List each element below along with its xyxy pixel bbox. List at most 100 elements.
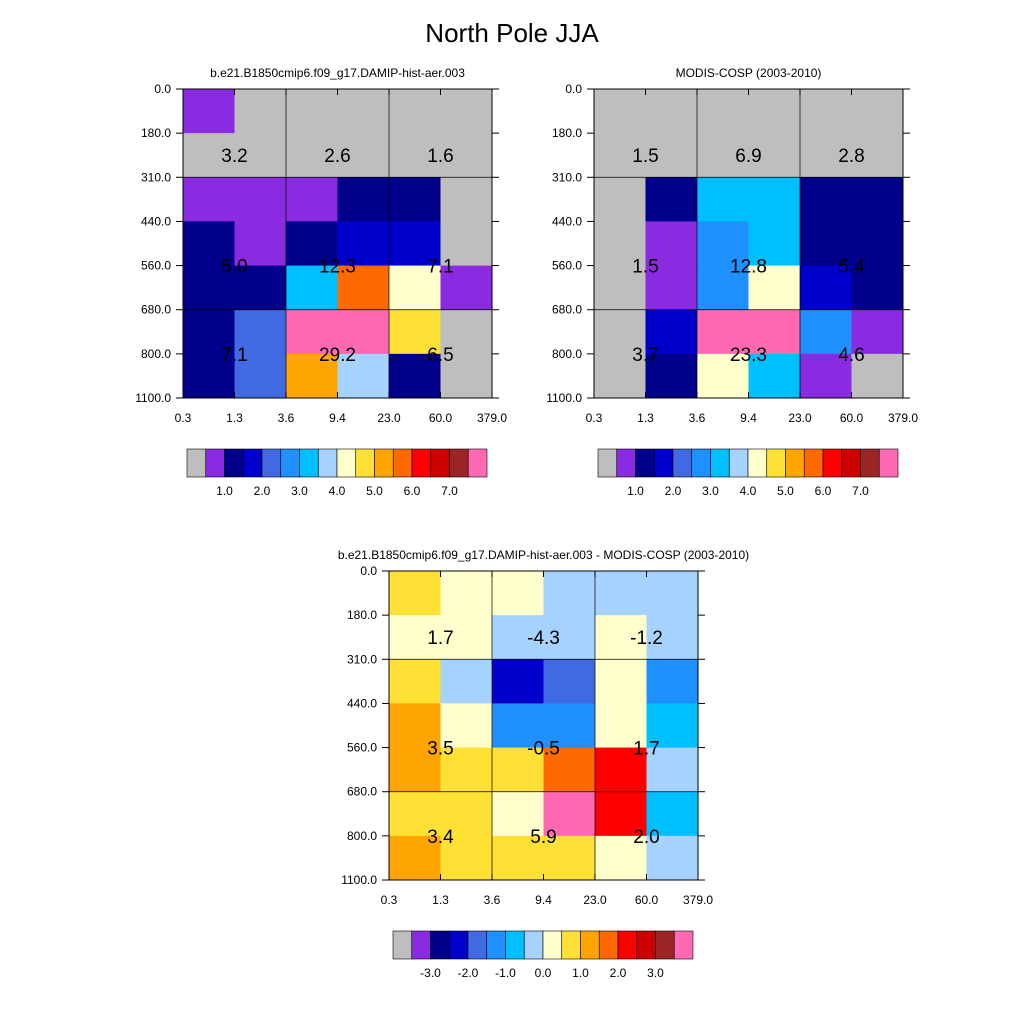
heatmap-cell	[440, 791, 493, 837]
x-tick-label: 9.4	[535, 893, 552, 907]
y-tick-label: 560.0	[552, 259, 582, 273]
heatmap-cell	[697, 265, 749, 311]
heatmap-cell	[492, 659, 544, 704]
heatmap-cell	[595, 835, 647, 881]
cell-value-label: -4.3	[527, 628, 560, 649]
heatmap-cell	[389, 133, 441, 178]
heatmap-cell	[389, 309, 441, 355]
heatmap-cell	[800, 133, 852, 178]
colorbar-swatch	[392, 930, 413, 960]
heatmap-cell	[697, 177, 749, 222]
heatmap-cell	[389, 353, 441, 399]
cell-value-label: 3.4	[427, 827, 454, 848]
colorbar-swatch	[860, 448, 880, 478]
heatmap-cell	[286, 265, 338, 311]
colorbar-swatch	[803, 448, 824, 478]
heatmap-cell	[492, 703, 544, 749]
heatmap-cell	[440, 353, 493, 399]
colorbar-swatch	[766, 448, 786, 478]
heatmap-cell	[594, 265, 646, 311]
cell-value-label: 1.6	[427, 146, 453, 167]
heatmap-cell	[234, 353, 287, 399]
colorbar-swatch	[280, 448, 300, 478]
colorbar-swatch	[542, 930, 563, 960]
heatmap-cell	[543, 747, 596, 793]
colorbar: 1.0 2.0 3.0 4.0 5.0 6.0 7.0	[597, 448, 899, 498]
heatmap-cell	[337, 177, 390, 222]
x-tick-label: 60.0	[635, 893, 659, 907]
x-tick-label: 0.3	[381, 893, 398, 907]
cell-value-label: 4.6	[838, 345, 864, 366]
x-tick-label: 1.3	[637, 411, 654, 425]
cell-value-label: -0.5	[527, 739, 560, 760]
heatmap-cell	[234, 221, 287, 267]
heatmap-cell	[337, 353, 390, 399]
heatmap-cell	[440, 835, 493, 881]
heatmap-panel-2: MODIS-COSP (2003-2010) 1.5 6.9 2.8 1.5 12.8 5.…	[546, 66, 918, 498]
cell-value-label: 2.6	[324, 146, 350, 167]
heatmap-cell	[543, 703, 596, 749]
x-tick-label: 379.0	[477, 411, 507, 425]
colorbar-label: -2.0	[458, 966, 479, 980]
heatmap-cell	[389, 835, 441, 881]
x-tick-label: 23.0	[377, 411, 401, 425]
heatmap-cell	[389, 89, 441, 134]
heatmap-cell	[440, 89, 493, 134]
heatmap-cell	[234, 133, 287, 178]
colorbar-label: 2.0	[610, 966, 627, 980]
cell-value-label: 23.3	[730, 345, 767, 366]
heatmap-cell	[697, 353, 749, 399]
colorbar-swatch	[597, 448, 618, 478]
x-tick-label: 379.0	[683, 893, 713, 907]
heatmap-cell	[595, 747, 647, 793]
colorbar-label: 1.0	[216, 484, 233, 498]
heatmap-cell	[286, 353, 338, 399]
heatmap-cell	[492, 835, 544, 881]
heatmap-cell	[234, 89, 287, 134]
heatmap-cell	[492, 571, 544, 616]
heatmap-cell	[389, 221, 441, 267]
heatmap-cell	[748, 265, 801, 311]
heatmap-cell	[851, 89, 904, 134]
heatmap-cell	[286, 309, 338, 355]
cell-value-label: 7.1	[221, 345, 247, 366]
heatmap-cell	[389, 571, 441, 616]
heatmap-cell	[697, 309, 749, 355]
y-tick-label: 1100.0	[135, 391, 171, 405]
x-tick-label: 0.3	[175, 411, 192, 425]
heatmap-cell	[492, 615, 544, 660]
colorbar-label: 3.0	[702, 484, 719, 498]
heatmap-cell	[851, 221, 904, 267]
heatmap-cell	[440, 177, 493, 222]
colorbar-swatch	[261, 448, 282, 478]
heatmap-cell	[389, 791, 441, 837]
heatmap-cell	[440, 221, 493, 267]
cell-value-label: 6.5	[427, 345, 453, 366]
y-tick-label: 560.0	[141, 259, 171, 273]
heatmap-cell	[440, 265, 493, 311]
colorbar-swatch	[242, 448, 263, 478]
x-tick-label: 23.0	[788, 411, 812, 425]
heatmap-cell	[645, 265, 698, 311]
heatmap-cell	[748, 133, 801, 178]
y-tick-label: 1100.0	[546, 391, 582, 405]
cell-value-label: -1.2	[630, 628, 663, 649]
colorbar-swatch	[205, 448, 225, 478]
y-tick-label: 0.0	[565, 82, 582, 96]
heatmap-cell	[440, 309, 493, 355]
heatmap-cell	[594, 89, 646, 134]
heatmap-cell	[440, 747, 493, 793]
figure-title: North Pole JJA	[425, 18, 599, 48]
cell-value-label: 12.8	[730, 257, 767, 278]
heatmap-cell	[748, 221, 801, 267]
y-tick-label: 800.0	[141, 347, 171, 361]
colorbar-label: 6.0	[404, 484, 421, 498]
heatmap-cell	[595, 703, 647, 749]
x-tick-label: 23.0	[583, 893, 607, 907]
x-tick-label: 3.6	[484, 893, 501, 907]
heatmap-cell	[389, 177, 441, 222]
heatmap-cell	[646, 615, 699, 660]
heatmap-cell	[646, 703, 699, 749]
heatmap-cell	[595, 615, 647, 660]
heatmap-cell	[697, 89, 749, 134]
